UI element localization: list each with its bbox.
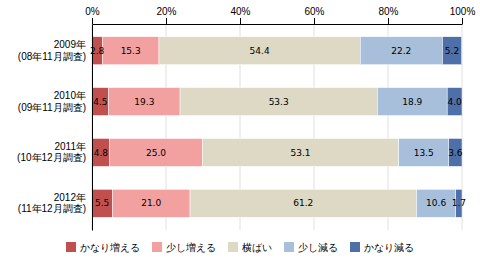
bar [399,138,449,166]
bar [92,138,110,166]
y-tick-label-line: (08年11月調査) [18,51,86,62]
y-tick: 2012年(11年12月調査) [18,192,92,215]
legend-swatch [228,242,238,252]
bar [102,37,159,65]
x-tick: 60% [304,6,324,24]
data-label: 21.0 [141,198,161,208]
y-tick-label: 2011年(10年12月調査) [17,141,86,164]
bar [180,88,377,116]
legend-label: 横ばい [242,242,272,253]
bar [92,189,112,217]
data-label: 53.1 [290,148,310,158]
y-tick: 2011年(10年12月調査) [17,141,92,164]
bar [360,37,442,65]
y-tick-label-line: (09年11月調査) [18,102,86,113]
bar [416,189,455,217]
bar [202,138,398,166]
y-tick-label: 2012年(11年12月調査) [18,192,86,215]
legend: かなり増える 少し増える 横ばい 少し減る かなり減る [66,242,414,253]
data-label: 61.2 [293,198,313,208]
x-tick-label: 80% [378,6,398,17]
data-label: 15.3 [121,46,141,56]
y-tick-label: 2009年(08年11月調査) [18,39,86,62]
data-label: 4.0 [447,97,462,107]
x-tick-mark [462,18,463,24]
bars [92,37,462,218]
y-tick-label-line: 2010年 [54,90,86,101]
legend-item: 少し減る [284,242,338,253]
data-label: 54.4 [250,46,270,56]
bar [109,88,180,116]
x-tick-label: 0% [85,6,100,17]
data-label: 13.5 [414,148,434,158]
y-axis-line [92,25,93,231]
x-tick-label: 60% [304,6,324,17]
data-label: 3.6 [448,148,463,158]
series [442,37,462,218]
bar [110,138,203,166]
chart: 2.84.54.85.515.319.325.021.054.453.353.1… [0,0,480,260]
legend-item: かなり増える [66,242,140,253]
x-tick: 20% [156,6,176,24]
data-label: 5.5 [95,198,109,208]
legend-item: かなり減る [350,242,414,253]
y-tick-label-line: (11年12月調査) [18,203,86,214]
data-label: 22.2 [391,46,411,56]
legend-swatch [152,242,162,252]
legend-label: かなり増える [80,242,140,253]
data-label: 25.0 [146,148,166,158]
x-tick: 100% [450,6,476,24]
x-tick-label: 100% [450,6,476,17]
x-axis: 0% 20% 40% 60% 80% 100% [85,6,475,25]
y-tick: 2010年(09年11月調査) [18,90,92,113]
data-label: 1.7 [452,198,466,208]
data-labels: 2.84.54.85.515.319.325.021.054.453.353.1… [90,46,466,209]
data-label: 53.3 [269,97,289,107]
y-tick-label-line: (10年12月調査) [17,152,86,163]
x-tick: 40% [230,6,250,24]
legend-swatch [284,242,294,252]
y-tick-label-line: 2012年 [54,192,86,203]
x-tick-mark [240,18,241,24]
x-tick-mark [314,18,315,24]
bar [449,138,462,166]
y-axis: 2009年(08年11月調査) 2010年(09年11月調査) 2011年(10年1… [17,25,92,231]
plot: 2.84.54.85.515.319.325.021.054.453.353.1… [17,6,475,231]
legend-swatch [66,242,76,252]
x-tick: 0% [85,6,100,24]
x-tick-mark [92,18,93,24]
x-tick-label: 40% [230,6,250,17]
x-axis-line [93,24,463,25]
bar [377,88,447,116]
legend-label: 少し減る [298,242,338,253]
data-label: 4.8 [94,148,109,158]
y-tick-label-line: 2009年 [54,39,86,50]
data-label: 5.2 [445,46,459,56]
bar [92,88,109,116]
bar [159,37,360,65]
bar [442,37,461,65]
x-tick-label: 20% [156,6,176,17]
y-tick: 2009年(08年11月調査) [18,39,92,62]
x-tick-mark [166,18,167,24]
x-tick-mark [388,18,389,24]
legend-label: 少し増える [166,242,216,253]
data-label: 10.6 [426,198,446,208]
data-label: 18.9 [402,97,422,107]
bar [190,189,416,217]
x-tick: 80% [378,6,398,24]
bar [112,189,190,217]
series [360,37,455,218]
legend-swatch [350,242,360,252]
y-tick-label-line: 2011年 [54,141,86,152]
grid [92,24,462,230]
legend-label: かなり減る [364,242,414,253]
y-tick-label: 2010年(09年11月調査) [18,90,86,113]
bar [447,88,462,116]
legend-item: 少し増える [152,242,216,253]
data-label: 4.5 [93,97,107,107]
data-label: 19.3 [134,97,154,107]
legend-item: 横ばい [228,242,272,253]
